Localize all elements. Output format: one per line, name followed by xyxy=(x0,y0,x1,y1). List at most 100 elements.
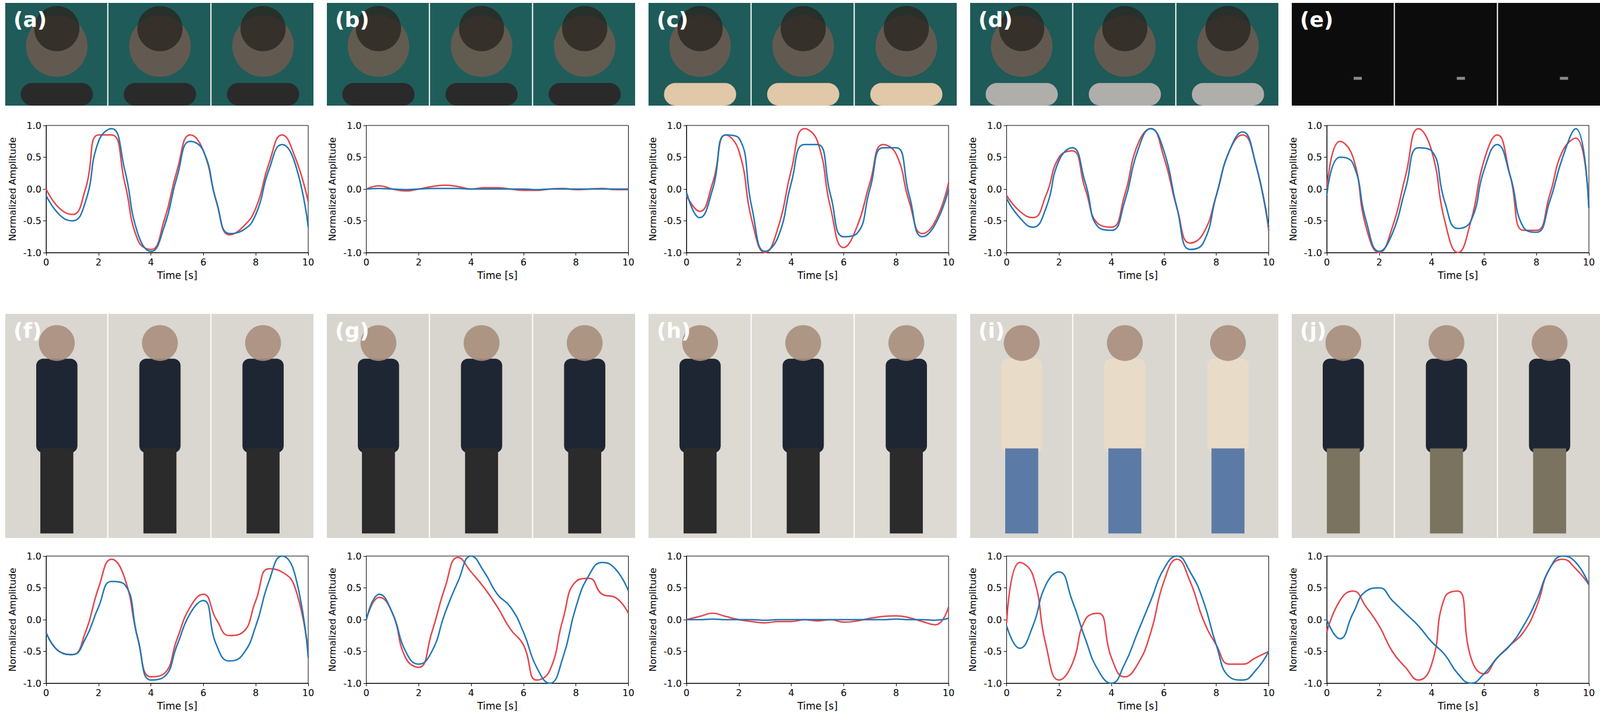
svg-text:1.0: 1.0 xyxy=(987,120,1002,132)
svg-text:-1.0: -1.0 xyxy=(1304,678,1323,690)
svg-text:Normalized Amplitude: Normalized Amplitude xyxy=(7,137,19,242)
svg-text:10: 10 xyxy=(302,256,315,268)
svg-text:6: 6 xyxy=(200,687,207,699)
svg-text:0: 0 xyxy=(683,687,690,699)
svg-text:Time [s]: Time [s] xyxy=(1116,700,1158,713)
svg-text:-1.0: -1.0 xyxy=(663,247,682,259)
svg-text:Normalized Amplitude: Normalized Amplitude xyxy=(326,137,338,242)
svg-text:(f): (f) xyxy=(13,318,43,343)
svg-text:8: 8 xyxy=(1213,256,1220,268)
svg-text:8: 8 xyxy=(252,687,259,699)
svg-text:(c): (c) xyxy=(656,7,689,32)
svg-text:-1.0: -1.0 xyxy=(23,678,42,690)
svg-text:0: 0 xyxy=(43,687,50,699)
svg-text:8: 8 xyxy=(573,687,580,699)
svg-text:0.5: 0.5 xyxy=(26,582,42,594)
svg-text:Time [s]: Time [s] xyxy=(1437,700,1479,713)
svg-text:(i): (i) xyxy=(978,318,1005,343)
svg-text:6: 6 xyxy=(840,256,847,268)
svg-text:0.5: 0.5 xyxy=(987,582,1002,594)
svg-text:8: 8 xyxy=(573,256,580,268)
svg-text:1.0: 1.0 xyxy=(987,551,1002,563)
svg-text:Time [s]: Time [s] xyxy=(1437,269,1479,282)
svg-text:0.0: 0.0 xyxy=(346,614,362,626)
svg-text:-0.5: -0.5 xyxy=(343,215,362,227)
svg-text:-1.0: -1.0 xyxy=(983,247,1002,259)
svg-text:0.5: 0.5 xyxy=(346,582,362,594)
svg-text:1.0: 1.0 xyxy=(1307,120,1323,132)
svg-text:Normalized Amplitude: Normalized Amplitude xyxy=(967,137,979,242)
svg-text:0: 0 xyxy=(363,256,369,268)
svg-text:1.0: 1.0 xyxy=(26,551,42,563)
svg-text:-0.5: -0.5 xyxy=(663,215,682,227)
svg-text:Normalized Amplitude: Normalized Amplitude xyxy=(647,137,659,242)
svg-text:0.0: 0.0 xyxy=(987,614,1002,626)
svg-text:6: 6 xyxy=(1480,256,1487,268)
svg-text:Normalized Amplitude: Normalized Amplitude xyxy=(1287,567,1299,672)
svg-text:-0.5: -0.5 xyxy=(23,215,42,227)
svg-text:(j): (j) xyxy=(1299,318,1327,343)
svg-text:(b): (b) xyxy=(335,7,370,32)
svg-text:0.5: 0.5 xyxy=(1307,582,1323,594)
svg-text:0.5: 0.5 xyxy=(667,151,682,163)
svg-text:0.0: 0.0 xyxy=(26,614,42,626)
svg-text:4: 4 xyxy=(148,256,155,268)
svg-text:0: 0 xyxy=(1003,256,1010,268)
svg-text:2: 2 xyxy=(736,687,742,699)
svg-text:0.0: 0.0 xyxy=(667,183,682,195)
svg-text:10: 10 xyxy=(302,687,315,699)
svg-text:-0.5: -0.5 xyxy=(1304,646,1323,658)
svg-text:Normalized Amplitude: Normalized Amplitude xyxy=(1287,137,1299,242)
svg-text:10: 10 xyxy=(1583,687,1595,699)
svg-text:6: 6 xyxy=(200,256,207,268)
svg-text:(h): (h) xyxy=(656,318,692,343)
svg-text:0.0: 0.0 xyxy=(1307,614,1323,626)
svg-text:(a): (a) xyxy=(13,7,47,32)
svg-text:0: 0 xyxy=(1323,256,1330,268)
svg-text:6: 6 xyxy=(840,687,847,699)
svg-text:Time [s]: Time [s] xyxy=(156,269,198,282)
svg-text:4: 4 xyxy=(148,687,155,699)
svg-text:1.0: 1.0 xyxy=(1307,551,1323,563)
svg-text:0.5: 0.5 xyxy=(667,582,682,594)
svg-text:4: 4 xyxy=(1108,687,1115,699)
svg-text:0: 0 xyxy=(43,256,50,268)
svg-text:0: 0 xyxy=(1003,687,1010,699)
svg-text:Time [s]: Time [s] xyxy=(796,700,838,713)
svg-text:2: 2 xyxy=(95,687,102,699)
svg-text:(g): (g) xyxy=(335,318,370,343)
svg-text:Normalized Amplitude: Normalized Amplitude xyxy=(967,567,979,672)
svg-text:6: 6 xyxy=(520,687,527,699)
svg-text:8: 8 xyxy=(893,256,899,268)
svg-text:8: 8 xyxy=(1533,256,1540,268)
svg-text:-0.5: -0.5 xyxy=(983,646,1002,658)
svg-text:6: 6 xyxy=(1480,687,1487,699)
svg-text:Time [s]: Time [s] xyxy=(1116,269,1158,282)
svg-text:1.0: 1.0 xyxy=(667,120,682,132)
svg-text:Normalized Amplitude: Normalized Amplitude xyxy=(326,567,338,672)
svg-text:-1.0: -1.0 xyxy=(343,247,362,259)
svg-text:0: 0 xyxy=(683,256,690,268)
svg-text:Normalized Amplitude: Normalized Amplitude xyxy=(7,567,19,672)
svg-text:10: 10 xyxy=(942,687,955,699)
svg-text:Time [s]: Time [s] xyxy=(796,269,838,282)
svg-text:10: 10 xyxy=(1262,687,1275,699)
svg-text:0.5: 0.5 xyxy=(346,151,362,163)
svg-text:8: 8 xyxy=(252,256,259,268)
svg-text:0.5: 0.5 xyxy=(1307,151,1323,163)
svg-text:2: 2 xyxy=(95,256,102,268)
svg-text:2: 2 xyxy=(1055,256,1062,268)
svg-text:10: 10 xyxy=(622,687,634,699)
svg-text:6: 6 xyxy=(520,256,527,268)
svg-text:1.0: 1.0 xyxy=(26,120,42,132)
svg-text:-1.0: -1.0 xyxy=(1304,247,1323,259)
svg-text:0.0: 0.0 xyxy=(346,183,362,195)
svg-text:0.0: 0.0 xyxy=(26,183,42,195)
svg-text:-0.5: -0.5 xyxy=(983,215,1002,227)
svg-text:1.0: 1.0 xyxy=(346,551,362,563)
svg-text:2: 2 xyxy=(1376,687,1383,699)
svg-text:4: 4 xyxy=(788,687,795,699)
svg-text:0.0: 0.0 xyxy=(987,183,1002,195)
svg-text:4: 4 xyxy=(1428,687,1435,699)
svg-text:10: 10 xyxy=(622,256,634,268)
